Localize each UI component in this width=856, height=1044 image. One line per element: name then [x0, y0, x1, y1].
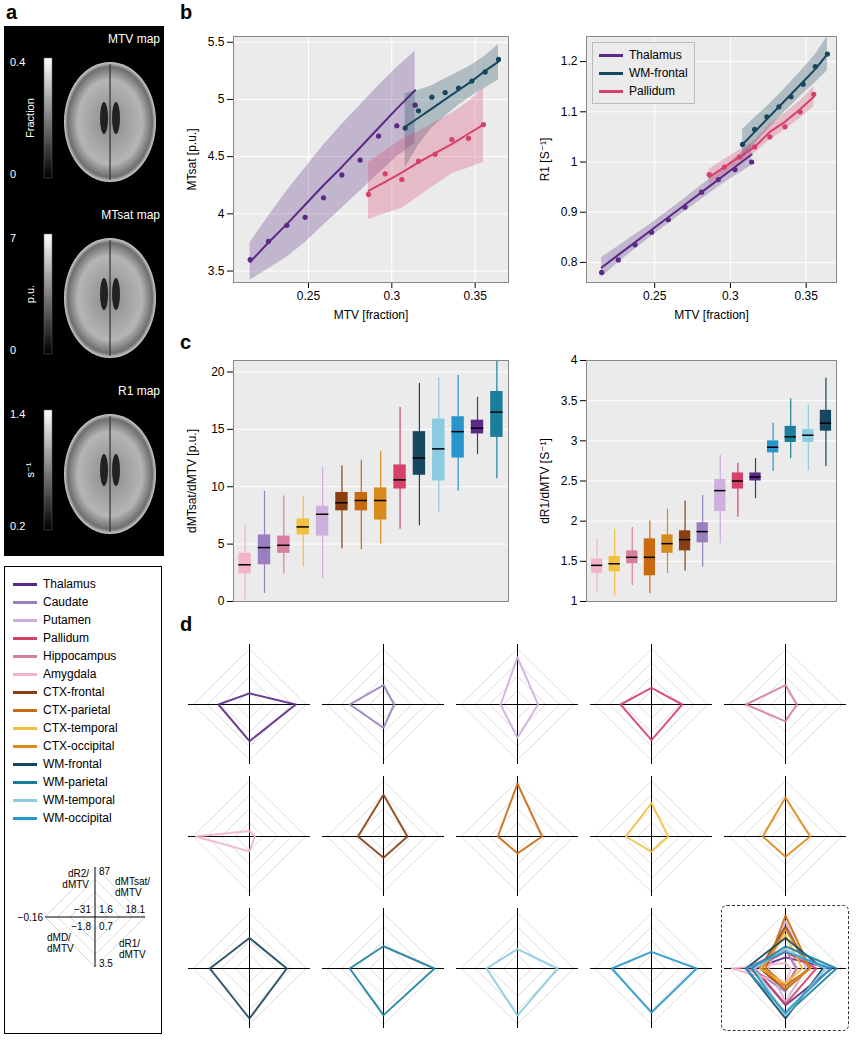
svg-text:0.3: 0.3 — [722, 289, 739, 303]
html-text:b: b — [180, 1, 193, 23]
svg-text:MTsat map: MTsat map — [101, 208, 160, 222]
svg-text:5: 5 — [218, 537, 225, 551]
svg-text:−0.16: −0.16 — [18, 912, 44, 923]
html-text:WM-frontal: WM-frontal — [43, 757, 102, 771]
svg-text:1.4: 1.4 — [10, 408, 25, 420]
html-text:WM-frontal: WM-frontal — [629, 66, 688, 80]
svg-text:20: 20 — [211, 365, 225, 379]
svg-text:dMTV: dMTV — [47, 943, 74, 954]
svg-text:2.5: 2.5 — [561, 474, 578, 488]
svg-text:0: 0 — [10, 168, 16, 180]
svg-text:1: 1 — [571, 155, 578, 169]
html-text:Thalamus: Thalamus — [43, 577, 96, 591]
html-text:CTX-parietal: CTX-parietal — [43, 703, 111, 717]
svg-text:3.5: 3.5 — [208, 264, 225, 278]
svg-text:87: 87 — [99, 866, 111, 877]
svg-text:0.3: 0.3 — [383, 289, 400, 303]
svg-text:5: 5 — [218, 92, 225, 106]
svg-text:dMTsat/dMTV [p.u.]: dMTsat/dMTV [p.u.] — [185, 429, 199, 533]
svg-text:3: 3 — [571, 434, 578, 448]
svg-text:−1.8: −1.8 — [71, 921, 91, 932]
svg-text:MTsat [p.u.]: MTsat [p.u.] — [185, 128, 199, 190]
html-text:Pallidum: Pallidum — [43, 631, 89, 645]
html-text:a: a — [6, 1, 18, 23]
svg-text:0.2: 0.2 — [10, 520, 25, 532]
svg-text:dMTV: dMTV — [62, 879, 89, 890]
html-text:CTX-temporal: CTX-temporal — [43, 721, 118, 735]
svg-text:18.1: 18.1 — [126, 904, 146, 915]
html-text:CTX-frontal: CTX-frontal — [43, 685, 105, 699]
svg-text:4: 4 — [571, 354, 578, 367]
svg-text:4: 4 — [218, 207, 225, 221]
svg-text:5.5: 5.5 — [208, 35, 225, 49]
svg-text:0: 0 — [10, 344, 16, 356]
svg-text:0.9: 0.9 — [561, 205, 578, 219]
html-text:Caudate: Caudate — [43, 595, 89, 609]
html-text:Amygdala: Amygdala — [43, 667, 97, 681]
svg-text:1.2: 1.2 — [561, 54, 578, 68]
svg-text:−31: −31 — [74, 904, 91, 915]
svg-text:0.4: 0.4 — [10, 56, 25, 68]
svg-text:0.7: 0.7 — [99, 921, 113, 932]
svg-text:R1 [S⁻¹]: R1 [S⁻¹] — [538, 138, 552, 182]
html-text:WM-parietal: WM-parietal — [43, 775, 108, 789]
svg-text:MTV [fraction]: MTV [fraction] — [674, 308, 749, 322]
svg-text:s⁻¹: s⁻¹ — [24, 462, 36, 477]
html-text:c: c — [180, 331, 192, 353]
html-text:Pallidum: Pallidum — [629, 84, 675, 98]
svg-text:dMTsat/: dMTsat/ — [115, 876, 150, 887]
svg-text:4.5: 4.5 — [208, 149, 225, 163]
svg-text:1.6: 1.6 — [99, 904, 113, 915]
svg-text:dMTV: dMTV — [115, 887, 142, 898]
html-text:Thalamus: Thalamus — [629, 48, 682, 62]
html-text:WM-occipital: WM-occipital — [43, 811, 112, 825]
svg-text:dR2/: dR2/ — [68, 868, 89, 879]
svg-text:MTV map: MTV map — [108, 32, 160, 46]
svg-text:2: 2 — [571, 514, 578, 528]
svg-text:0.35: 0.35 — [795, 289, 819, 303]
svg-text:10: 10 — [211, 480, 225, 494]
svg-text:dR1/dMTV [S⁻¹]: dR1/dMTV [S⁻¹] — [538, 438, 552, 524]
svg-text:15: 15 — [211, 422, 225, 436]
svg-text:p.u.: p.u. — [24, 285, 36, 303]
svg-text:MTV [fraction]: MTV [fraction] — [334, 308, 409, 322]
svg-text:dMTV: dMTV — [119, 949, 146, 960]
svg-text:1.1: 1.1 — [561, 105, 578, 119]
svg-text:0.25: 0.25 — [297, 289, 321, 303]
svg-text:7: 7 — [10, 232, 16, 244]
html-text:CTX-occipital: CTX-occipital — [43, 739, 115, 753]
svg-text:R1 map: R1 map — [118, 384, 160, 398]
svg-text:0.25: 0.25 — [643, 289, 667, 303]
svg-text:dMD/: dMD/ — [47, 932, 71, 943]
svg-text:0.35: 0.35 — [463, 289, 487, 303]
svg-text:dR1/: dR1/ — [119, 938, 140, 949]
svg-text:3.5: 3.5 — [99, 958, 113, 969]
svg-text:0.8: 0.8 — [561, 255, 578, 269]
html-text:d: d — [180, 613, 193, 635]
html-text:Putamen: Putamen — [43, 613, 91, 627]
html-text:Hippocampus: Hippocampus — [43, 649, 117, 663]
html-text:WM-temporal: WM-temporal — [43, 793, 115, 807]
svg-text:1.5: 1.5 — [561, 554, 578, 568]
svg-text:Fraction: Fraction — [24, 98, 36, 138]
svg-text:0: 0 — [218, 594, 225, 608]
svg-text:1: 1 — [571, 594, 578, 608]
svg-text:3.5: 3.5 — [561, 394, 578, 408]
